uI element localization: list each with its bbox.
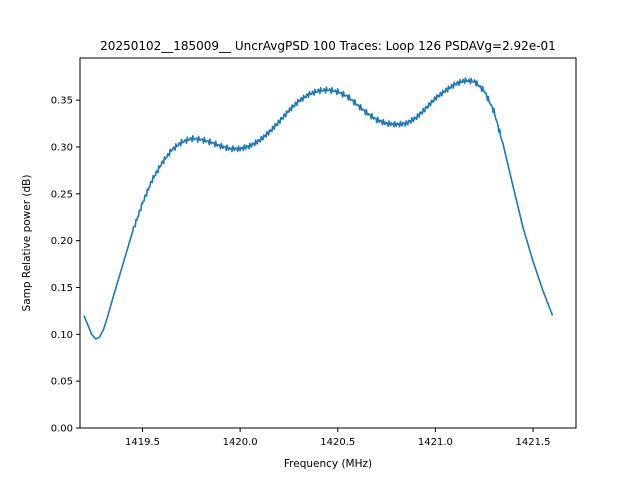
x-axis: 1419.5 1420.0 1420.5 1421.0 1421.5 [125, 428, 551, 448]
y-tick-label: 0.30 [51, 142, 73, 153]
y-axis-label: Samp Relative power (dB) [21, 175, 33, 312]
y-tick-label: 0.10 [51, 330, 73, 341]
plot-frame [79, 57, 577, 429]
y-tick-label: 0.00 [51, 424, 73, 435]
x-tick-label: 1420.5 [320, 437, 355, 448]
series-line-0 [83, 77, 554, 340]
x-tick-label: 1421.0 [418, 437, 453, 448]
x-tick-label: 1419.5 [125, 437, 160, 448]
x-axis-label: Frequency (MHz) [284, 458, 372, 470]
y-tick-label: 0.05 [51, 377, 73, 388]
y-tick-label: 0.20 [51, 236, 73, 247]
x-tick-label: 1421.5 [516, 437, 551, 448]
y-tick-label: 0.25 [51, 189, 73, 200]
y-tick-label: 0.35 [51, 96, 73, 107]
y-axis: 0.00 0.05 0.10 0.15 0.20 0.25 0.30 0.35 [51, 96, 80, 435]
series-layer [83, 77, 554, 340]
y-tick-label: 0.15 [51, 283, 73, 294]
chart-title: 20250102__185009__ UncrAvgPSD 100 Traces… [100, 39, 556, 53]
x-tick-label: 1420.0 [223, 437, 258, 448]
